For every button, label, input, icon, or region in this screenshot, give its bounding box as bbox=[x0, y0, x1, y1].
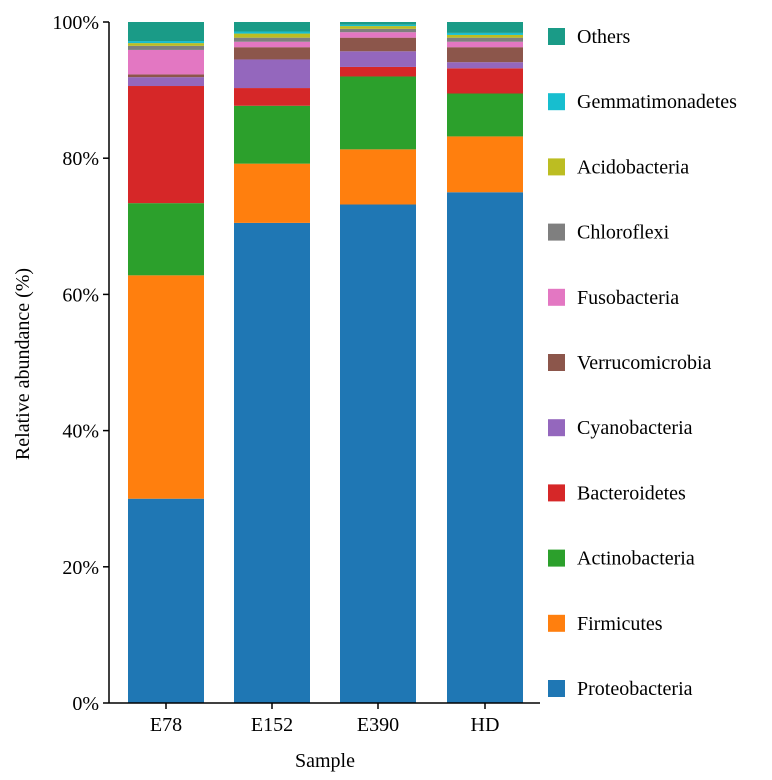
bar-segment-HD-firmicutes bbox=[447, 136, 523, 193]
legend-swatch bbox=[548, 288, 565, 306]
bar-segment-E390-fusobacteria bbox=[340, 32, 416, 38]
bar-segment-HD-others bbox=[447, 22, 523, 33]
bar-segment-HD-proteobacteria bbox=[447, 192, 523, 703]
legend: Others Gemmatimonadetes Acidobacteria Chlor… bbox=[548, 26, 737, 700]
bar-segment-E152-firmicutes bbox=[234, 163, 310, 223]
bars-group bbox=[128, 22, 523, 703]
bar-segment-E78-others bbox=[128, 22, 204, 42]
legend-item-fusobacteria: Fusobacteria bbox=[548, 287, 679, 309]
y-tick-label: 100% bbox=[52, 12, 99, 34]
legend-swatch bbox=[548, 28, 565, 45]
bar-segment-E78-firmicutes bbox=[128, 275, 204, 499]
y-tick-label: 20% bbox=[62, 557, 99, 579]
bar-segment-HD-verrucomicrobia bbox=[447, 47, 523, 63]
bar-segment-E152-actinobacteria bbox=[234, 105, 310, 164]
legend-item-proteobacteria: Proteobacteria bbox=[548, 678, 693, 700]
bar-segment-E390-chloroflexi bbox=[340, 28, 416, 33]
bar-segment-E390-bacteroidetes bbox=[340, 66, 416, 77]
bar-segment-E152-cyanobacteria bbox=[234, 59, 310, 89]
bar-segment-E78-fusobacteria bbox=[128, 49, 204, 75]
bar-segment-E390-acidobacteria bbox=[340, 26, 416, 29]
x-tick-label: HD bbox=[471, 714, 500, 736]
legend-label: Gemmatimonadetes bbox=[577, 91, 737, 113]
legend-swatch bbox=[548, 614, 565, 632]
bar-segment-E390-firmicutes bbox=[340, 149, 416, 205]
bar-segment-E152-chloroflexi bbox=[234, 37, 310, 42]
legend-swatch bbox=[548, 223, 565, 241]
bar-segment-E78-verrucomicrobia bbox=[128, 74, 204, 78]
legend-swatch bbox=[548, 419, 565, 437]
legend-item-acidobacteria: Acidobacteria bbox=[548, 156, 689, 178]
x-tick-label: E78 bbox=[150, 714, 182, 736]
legend-item-bacteroidetes: Bacteroidetes bbox=[548, 482, 686, 504]
bar-segment-HD-chloroflexi bbox=[447, 37, 523, 42]
bar-segment-E78-chloroflexi bbox=[128, 45, 204, 50]
bar-segment-E78-proteobacteria bbox=[128, 498, 204, 703]
legend-label: Fusobacteria bbox=[577, 287, 679, 309]
legend-label: Verrucomicrobia bbox=[577, 352, 712, 374]
bar-segment-E78-gemmatimonadetes bbox=[128, 41, 204, 44]
axes-group bbox=[108, 22, 540, 704]
bar-segment-E78-acidobacteria bbox=[128, 43, 204, 46]
bar-segment-E390-proteobacteria bbox=[340, 204, 416, 703]
legend-label: Acidobacteria bbox=[577, 156, 689, 178]
legend-swatch bbox=[548, 354, 565, 371]
legend-swatch bbox=[548, 680, 565, 697]
bar-segment-E78-cyanobacteria bbox=[128, 77, 204, 87]
bar-segment-HD-actinobacteria bbox=[447, 93, 523, 137]
legend-label: Actinobacteria bbox=[577, 548, 695, 570]
y-tick-label: 60% bbox=[62, 284, 99, 306]
y-ticks-group: 0% 20% 40% 60% 80% 100% bbox=[52, 12, 109, 715]
bar-segment-E152-bacteroidetes bbox=[234, 88, 310, 106]
bar-segment-E152-proteobacteria bbox=[234, 222, 310, 703]
bar-segment-HD-gemmatimonadetes bbox=[447, 32, 523, 35]
bar-segment-E78-actinobacteria bbox=[128, 203, 204, 276]
y-tick-label: 80% bbox=[62, 148, 99, 170]
bar-segment-HD-acidobacteria bbox=[447, 34, 523, 38]
bar-segment-E390-gemmatimonadetes bbox=[340, 24, 416, 27]
bar-segment-HD-fusobacteria bbox=[447, 41, 523, 48]
legend-item-chloroflexi: Chloroflexi bbox=[548, 222, 670, 244]
y-tick-label: 0% bbox=[72, 693, 99, 715]
bar-segment-E390-verrucomicrobia bbox=[340, 37, 416, 52]
legend-item-cyanobacteria: Cyanobacteria bbox=[548, 417, 693, 439]
x-tick-label: E152 bbox=[251, 714, 293, 736]
bar-segment-E390-cyanobacteria bbox=[340, 51, 416, 67]
legend-label: Cyanobacteria bbox=[577, 417, 693, 439]
bar-segment-E152-fusobacteria bbox=[234, 41, 310, 48]
bar-segment-E152-verrucomicrobia bbox=[234, 47, 310, 60]
legend-item-firmicutes: Firmicutes bbox=[548, 613, 663, 635]
legend-label: Others bbox=[577, 26, 631, 48]
bar-segment-E152-others bbox=[234, 22, 310, 32]
x-ticks-group: E78 E152 E390 HD bbox=[150, 703, 500, 736]
bar-segment-HD-bacteroidetes bbox=[447, 68, 523, 94]
legend-label: Chloroflexi bbox=[577, 222, 670, 244]
legend-item-verrucomicrobia: Verrucomicrobia bbox=[548, 352, 712, 374]
bar-segment-E390-actinobacteria bbox=[340, 76, 416, 150]
legend-label: Proteobacteria bbox=[577, 678, 693, 700]
y-axis-title: Relative abundance (%) bbox=[12, 268, 34, 460]
legend-item-actinobacteria: Actinobacteria bbox=[548, 548, 695, 570]
legend-swatch bbox=[548, 549, 565, 567]
legend-label: Firmicutes bbox=[577, 613, 663, 635]
y-tick-label: 40% bbox=[62, 421, 99, 443]
bar-segment-HD-cyanobacteria bbox=[447, 62, 523, 69]
bar-segment-E152-acidobacteria bbox=[234, 33, 310, 38]
x-axis-title: Sample bbox=[295, 750, 355, 772]
legend-label: Bacteroidetes bbox=[577, 482, 686, 504]
bar-segment-E152-gemmatimonadetes bbox=[234, 31, 310, 34]
legend-item-gemmatimonadetes: Gemmatimonadetes bbox=[548, 91, 737, 113]
legend-swatch bbox=[548, 484, 565, 502]
legend-swatch bbox=[548, 93, 565, 111]
legend-swatch bbox=[548, 158, 565, 176]
bar-segment-E390-others bbox=[340, 22, 416, 25]
bar-segment-E78-bacteroidetes bbox=[128, 86, 204, 204]
x-tick-label: E390 bbox=[357, 714, 399, 736]
legend-item-others: Others bbox=[548, 26, 631, 48]
